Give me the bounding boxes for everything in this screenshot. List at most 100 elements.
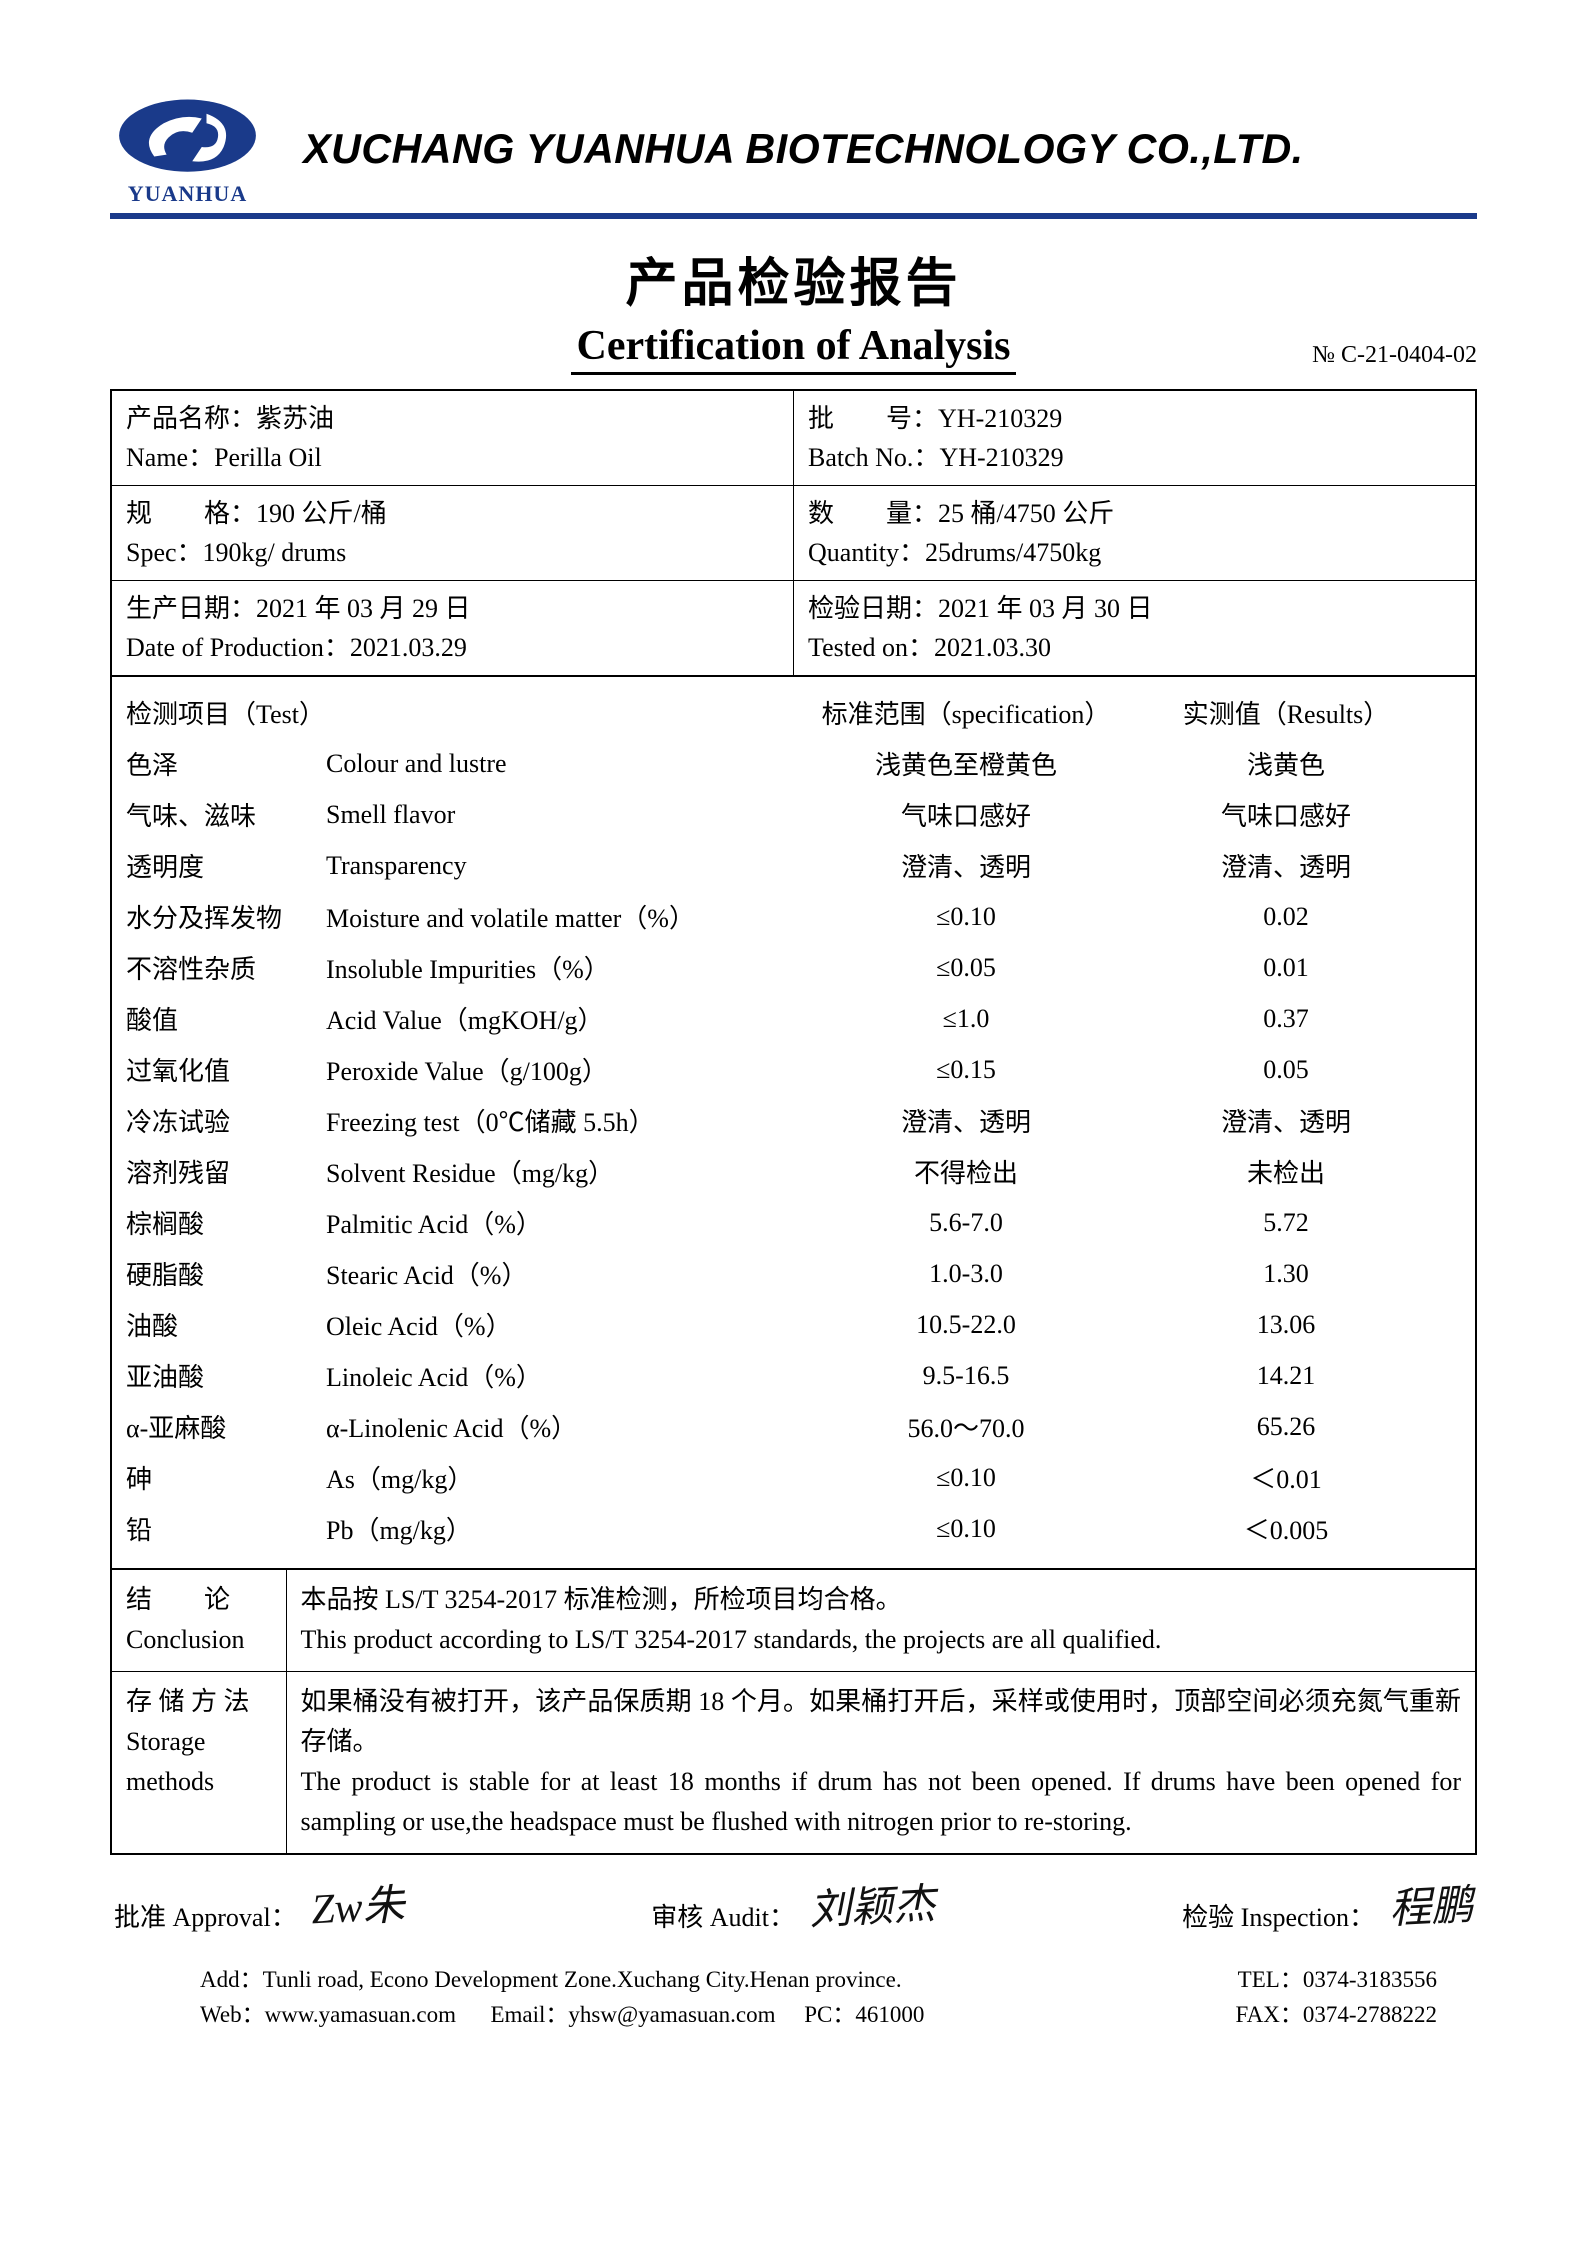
test-name-en: As（mg/kg） (326, 1459, 786, 1496)
conclusion-label: 结 论 Conclusion (111, 1569, 286, 1671)
test-row: 硬脂酸Stearic Acid（%）1.0-3.01.30 (126, 1248, 1461, 1299)
test-name-en: Peroxide Value（g/100g） (326, 1051, 786, 1088)
test-spec: 56.0～70.0 (786, 1408, 1146, 1445)
conclusion-table: 结 论 Conclusion 本品按 LS/T 3254-2017 标准检测，所… (110, 1568, 1477, 1855)
test-row: 过氧化值Peroxide Value（g/100g）≤0.150.05 (126, 1044, 1461, 1095)
logo-text: YUANHUA (128, 181, 247, 207)
test-name-cn: 气味、滋味 (126, 796, 326, 833)
test-name-cn: 砷 (126, 1459, 326, 1496)
test-spec: ≤0.15 (786, 1055, 1146, 1085)
test-name-cn: 透明度 (126, 847, 326, 884)
test-name-en: Smell flavor (326, 800, 786, 830)
test-row: 酸值Acid Value（mgKOH/g）≤1.00.37 (126, 993, 1461, 1044)
test-row: 亚油酸Linoleic Acid（%）9.5-16.514.21 (126, 1350, 1461, 1401)
meta-tested-on: 检验日期：2021 年 03 月 30 日 Tested on：2021.03.… (794, 581, 1477, 677)
inspection-signature: 检验 Inspection： 程鹏 (1182, 1873, 1473, 1934)
approval-signature: 批准 Approval： Zw朱 (114, 1873, 404, 1934)
test-name-en: Linoleic Acid（%） (326, 1357, 786, 1394)
test-name-cn: 不溶性杂质 (126, 949, 326, 986)
test-row: 色泽Colour and lustre浅黄色至橙黄色浅黄色 (126, 738, 1461, 789)
test-result: 澄清、透明 (1146, 847, 1426, 884)
test-name-en: Colour and lustre (326, 749, 786, 779)
storage-label: 存 储 方 法 Storage methods (111, 1671, 286, 1854)
signatures-row: 批准 Approval： Zw朱 审核 Audit： 刘颖杰 检验 Inspec… (114, 1873, 1473, 1934)
test-result: 65.26 (1146, 1412, 1426, 1442)
footer-contact: Add：Tunli road, Econo Development Zone.X… (110, 1962, 1477, 2033)
footer-line-1: Add：Tunli road, Econo Development Zone.X… (200, 1962, 1437, 1998)
conclusion-text: 本品按 LS/T 3254-2017 标准检测，所检项目均合格。 This pr… (286, 1569, 1476, 1671)
meta-quantity: 数 量：25 桶/4750 公斤 Quantity：25drums/4750kg (794, 486, 1477, 581)
test-spec: ≤0.10 (786, 1463, 1146, 1493)
test-row: 油酸Oleic Acid（%）10.5-22.013.06 (126, 1299, 1461, 1350)
test-name-cn: 油酸 (126, 1306, 326, 1343)
test-name-en: Moisture and volatile matter（%） (326, 898, 786, 935)
test-result: 0.05 (1146, 1055, 1426, 1085)
test-result: 14.21 (1146, 1361, 1426, 1391)
logo-icon (110, 90, 265, 185)
test-row: 棕榈酸Palmitic Acid（%）5.6-7.05.72 (126, 1197, 1461, 1248)
company-name: XUCHANG YUANHUA BIOTECHNOLOGY CO.,LTD. (303, 125, 1303, 173)
test-result: 未检出 (1146, 1153, 1426, 1190)
test-name-en: Freezing test（0℃储藏 5.5h） (326, 1102, 786, 1139)
test-spec: 澄清、透明 (786, 1102, 1146, 1139)
test-spec: ≤0.10 (786, 1514, 1146, 1544)
test-name-en: Stearic Acid（%） (326, 1255, 786, 1292)
test-row: 气味、滋味Smell flavor气味口感好气味口感好 (126, 789, 1461, 840)
test-name-en: Acid Value（mgKOH/g） (326, 1000, 786, 1037)
audit-signature: 审核 Audit： 刘颖杰 (651, 1873, 935, 1934)
test-result: 0.37 (1146, 1004, 1426, 1034)
test-row: 不溶性杂质Insoluble Impurities（%）≤0.050.01 (126, 942, 1461, 993)
document-number: № C-21-0404-02 (1312, 342, 1477, 369)
test-result: 澄清、透明 (1146, 1102, 1426, 1139)
test-spec: 气味口感好 (786, 796, 1146, 833)
meta-name: 产品名称：紫苏油 Name：Perilla Oil (111, 390, 794, 486)
test-name-en: Pb（mg/kg） (326, 1510, 786, 1547)
test-row: 冷冻试验Freezing test（0℃储藏 5.5h）澄清、透明澄清、透明 (126, 1095, 1461, 1146)
title-cn: 产品检验报告 (110, 241, 1477, 316)
test-row: 铅Pb（mg/kg）≤0.10＜0.005 (126, 1503, 1461, 1554)
test-result: 0.01 (1146, 953, 1426, 983)
title-row: Certification of Analysis № C-21-0404-02 (110, 322, 1477, 375)
test-name-en: Oleic Acid（%） (326, 1306, 786, 1343)
test-spec: 不得检出 (786, 1153, 1146, 1190)
test-row: 溶剂残留Solvent Residue（mg/kg）不得检出未检出 (126, 1146, 1461, 1197)
test-name-cn: 水分及挥发物 (126, 898, 326, 935)
test-spec: ≤0.05 (786, 953, 1146, 983)
meta-table: 产品名称：紫苏油 Name：Perilla Oil 批 号：YH-210329 … (110, 389, 1477, 677)
test-result: 气味口感好 (1146, 796, 1426, 833)
test-name-cn: 硬脂酸 (126, 1255, 326, 1292)
test-result: 13.06 (1146, 1310, 1426, 1340)
test-spec: ≤0.10 (786, 902, 1146, 932)
test-name-cn: 棕榈酸 (126, 1204, 326, 1241)
test-spec: 浅黄色至橙黄色 (786, 745, 1146, 782)
test-name-cn: 溶剂残留 (126, 1153, 326, 1190)
test-spec: 澄清、透明 (786, 847, 1146, 884)
header: YUANHUA XUCHANG YUANHUA BIOTECHNOLOGY CO… (110, 90, 1477, 207)
footer-line-2: Web：www.yamasuan.com Email：yhsw@yamasuan… (200, 1997, 1437, 2033)
test-name-cn: 过氧化值 (126, 1051, 326, 1088)
company-logo: YUANHUA (110, 90, 265, 207)
test-result: 5.72 (1146, 1208, 1426, 1238)
test-name-en: Transparency (326, 851, 786, 881)
test-name-cn: 色泽 (126, 745, 326, 782)
header-rule (110, 213, 1477, 219)
test-name-cn: 酸值 (126, 1000, 326, 1037)
storage-text: 如果桶没有被打开，该产品保质期 18 个月。如果桶打开后，采样或使用时，顶部空间… (286, 1671, 1476, 1854)
test-name-en: Palmitic Acid（%） (326, 1204, 786, 1241)
test-row: 透明度Transparency澄清、透明澄清、透明 (126, 840, 1461, 891)
test-spec: 1.0-3.0 (786, 1259, 1146, 1289)
tests-section: 检测项目（Test） 标准范围（specification） 实测值（Resul… (110, 677, 1477, 1568)
test-spec: ≤1.0 (786, 1004, 1146, 1034)
test-result: 浅黄色 (1146, 745, 1426, 782)
tests-header-row: 检测项目（Test） 标准范围（specification） 实测值（Resul… (126, 687, 1461, 738)
test-row: α-亚麻酸α-Linolenic Acid（%）56.0～70.065.26 (126, 1401, 1461, 1452)
test-name-en: Solvent Residue（mg/kg） (326, 1153, 786, 1190)
test-result: 0.02 (1146, 902, 1426, 932)
test-name-cn: α-亚麻酸 (126, 1408, 326, 1445)
test-spec: 5.6-7.0 (786, 1208, 1146, 1238)
test-name-cn: 冷冻试验 (126, 1102, 326, 1139)
test-row: 砷As（mg/kg）≤0.10＜0.01 (126, 1452, 1461, 1503)
test-spec: 9.5-16.5 (786, 1361, 1146, 1391)
test-name-cn: 亚油酸 (126, 1357, 326, 1394)
test-row: 水分及挥发物Moisture and volatile matter（%）≤0.… (126, 891, 1461, 942)
